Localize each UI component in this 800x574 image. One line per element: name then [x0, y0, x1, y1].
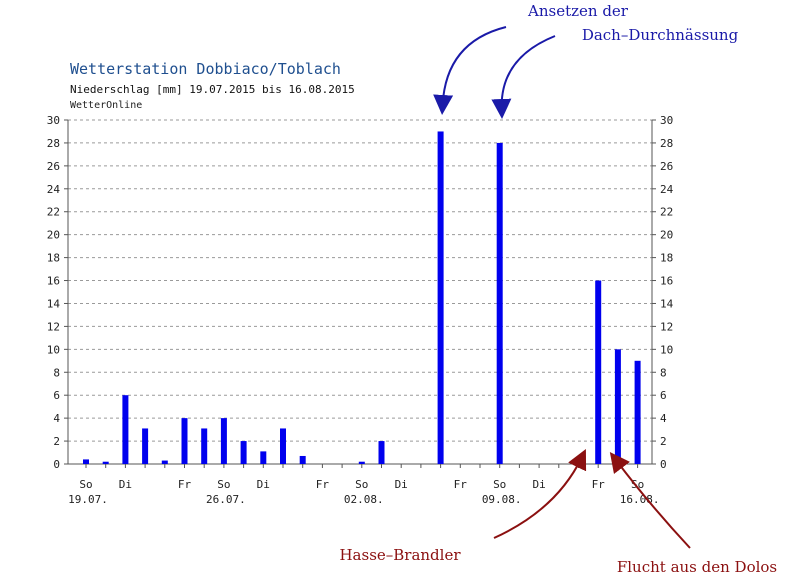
x-day-label: So — [355, 478, 368, 491]
chart-title: Wetterstation Dobbiaco/Toblach — [70, 60, 341, 78]
x-date-label: 26.07. — [206, 493, 246, 506]
y-tick-label-right: 14 — [660, 297, 674, 310]
x-day-label: Fr — [316, 478, 330, 491]
y-tick-label-left: 18 — [47, 252, 60, 265]
y-tick-label-right: 10 — [660, 343, 673, 356]
y-tick-label-right: 6 — [660, 389, 667, 402]
bar — [634, 360, 641, 464]
x-date-label: 19.07. — [68, 493, 108, 506]
y-tick-label-left: 2 — [53, 435, 60, 448]
y-tick-label-right: 28 — [660, 137, 673, 150]
annotation-arrow — [491, 35, 556, 119]
x-day-label: Di — [119, 478, 132, 491]
x-day-label: So — [79, 478, 92, 491]
bar — [614, 349, 621, 464]
bar — [595, 280, 602, 464]
y-tick-label-right: 16 — [660, 275, 673, 288]
x-day-label: Fr — [178, 478, 192, 491]
y-tick-label-right: 22 — [660, 206, 673, 219]
y-tick-label-right: 30 — [660, 114, 673, 127]
chart-subtitle: Niederschlag [mm] 19.07.2015 bis 16.08.2… — [70, 83, 355, 96]
y-tick-label-right: 0 — [660, 458, 667, 471]
y-tick-label-left: 22 — [47, 206, 60, 219]
y-tick-label-left: 12 — [47, 320, 60, 333]
x-tick-labels: So Di Fr So Di Fr So Di Fr So Di Fr So 19.07. 26.07. 02… — [68, 478, 659, 506]
x-date-label: 09.08. — [482, 493, 522, 506]
x-date-label: 16.08. — [620, 493, 660, 506]
bar — [378, 441, 385, 464]
grid-lines — [68, 119, 652, 442]
annotation-arrow — [493, 449, 587, 539]
y-tick-label-left: 6 — [53, 389, 60, 402]
y-tick-label-right: 24 — [660, 183, 674, 196]
x-day-label: So — [217, 478, 230, 491]
y-tick-label-right: 18 — [660, 252, 673, 265]
y-tick-label-left: 20 — [47, 229, 60, 242]
y-tick-label-left: 30 — [47, 114, 60, 127]
x-day-label: So — [493, 478, 506, 491]
annotation-text: Flucht aus den Dolos — [617, 558, 777, 574]
bar — [280, 428, 286, 464]
y-tick-label-left: 24 — [47, 183, 61, 196]
bars — [83, 131, 641, 464]
x-date-label: 02.08. — [344, 493, 384, 506]
y-tick-label-left: 4 — [53, 412, 60, 425]
annotation-arrow — [433, 26, 507, 115]
chart-source: WetterOnline — [70, 100, 142, 111]
bar — [437, 131, 444, 464]
y-tick-label-right: 26 — [660, 160, 673, 173]
annotation-text: Ansetzen der — [527, 2, 629, 20]
x-day-label: Fr — [454, 478, 468, 491]
bar — [299, 455, 306, 464]
bar — [83, 459, 89, 464]
bar — [358, 461, 365, 464]
y-tick-label-left: 16 — [47, 275, 60, 288]
x-day-label: Di — [532, 478, 545, 491]
bar — [142, 428, 149, 464]
y-tick-label-left: 10 — [47, 343, 60, 356]
y-tick-label-right: 20 — [660, 229, 673, 242]
bar — [102, 461, 109, 464]
y-tick-label-left: 14 — [47, 297, 61, 310]
bar — [181, 418, 188, 464]
annotation-text: Dach–Durchnässung — [582, 26, 739, 44]
x-day-label: So — [631, 478, 644, 491]
y-tick-label-right: 12 — [660, 320, 673, 333]
y-tick-label-left: 26 — [47, 160, 60, 173]
bar — [496, 142, 503, 464]
annotations: Ansetzen der Dach–Durchnässung Hasse–Brand… — [339, 2, 777, 574]
y-tick-label-right: 2 — [660, 435, 667, 448]
bar — [161, 460, 168, 464]
annotation-text: Hasse–Brandler — [339, 546, 461, 564]
x-day-label: Fr — [592, 478, 606, 491]
x-day-label: Di — [395, 478, 408, 491]
annotation-arrow — [609, 452, 691, 549]
y-tick-label-left: 8 — [53, 366, 60, 379]
y-tick-label-left: 28 — [47, 137, 60, 150]
y-tick-label-left: 0 — [53, 458, 60, 471]
y-tick-label-right: 8 — [660, 366, 667, 379]
bar — [220, 418, 227, 464]
axes — [64, 119, 656, 468]
x-day-label: Di — [257, 478, 270, 491]
bar — [260, 451, 267, 464]
bar — [240, 441, 247, 464]
bar — [201, 428, 208, 464]
bar — [122, 395, 129, 464]
y-tick-label-right: 4 — [660, 412, 667, 425]
